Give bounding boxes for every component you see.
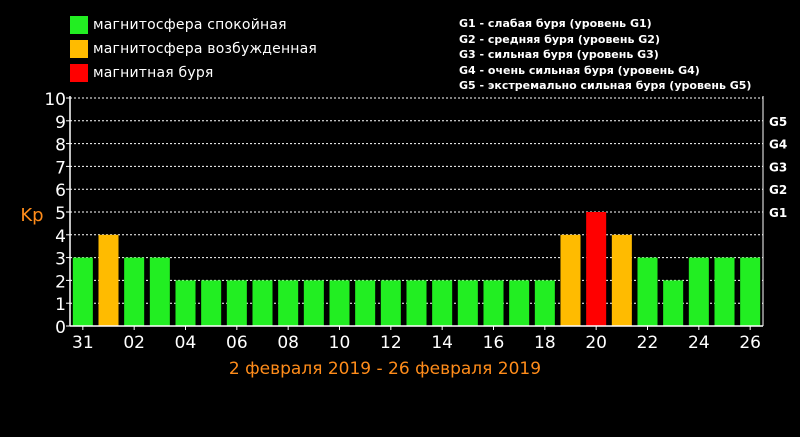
g-scale-legend: G1 - слабая буря (уровень G1) G2 - средн… (459, 16, 751, 94)
bar-11 (355, 280, 376, 326)
g-scale-tick-label: G5 (769, 115, 787, 129)
x-tick-labels: 31 02 04 06 08 10 12 14 16 18 20 22 24 26 (72, 326, 761, 353)
x-tick-label: 02 (123, 333, 145, 353)
g-scale-item-g1: G1 - слабая буря (уровень G1) (459, 17, 652, 30)
bar-03 (149, 257, 170, 326)
bar-26 (740, 257, 761, 326)
x-tick-label: 08 (277, 333, 299, 353)
bar-20 (586, 212, 607, 326)
y-tick-label: 7 (55, 158, 66, 178)
x-tick-label: 18 (534, 333, 556, 353)
y-tick-label: 9 (55, 113, 66, 133)
legend-swatch-disturbed (70, 40, 88, 58)
y-axis-label: Kp (20, 205, 43, 226)
bar-24 (688, 257, 709, 326)
g-scale-item-g4: G4 - очень сильная буря (уровень G4) (459, 63, 700, 77)
bar-06 (226, 280, 247, 326)
y-tick-label: 5 (55, 204, 66, 224)
x-tick-label: 16 (483, 333, 505, 353)
legend-item-quiet: магнитосфера спокойная (70, 13, 317, 37)
x-tick-label: 22 (637, 333, 659, 353)
g-scale-tick-label: G1 (769, 206, 787, 220)
g-scale-item-g2: G2 - средняя буря (уровень G2) (459, 32, 660, 46)
x-tick-label: 31 (72, 333, 94, 353)
bar-19 (560, 234, 581, 326)
x-tick-label: 04 (175, 333, 197, 353)
x-tick-label: 06 (226, 333, 248, 353)
y-tick-label: 8 (55, 136, 66, 156)
bar-22 (637, 257, 658, 326)
x-tick-label: 14 (431, 333, 453, 353)
legend-swatch-storm (70, 64, 88, 82)
bars (72, 212, 761, 326)
legend-item-disturbed: магнитосфера возбужденная (70, 37, 317, 61)
x-tick-label: 26 (739, 333, 761, 353)
x-tick-label: 24 (688, 333, 710, 353)
bar-08 (278, 280, 299, 326)
y-tick-label: 2 (55, 272, 66, 292)
bar-04 (175, 280, 196, 326)
bar-05 (201, 280, 222, 326)
legend-label-quiet: магнитосфера спокойная (93, 17, 287, 33)
x-tick-label: 12 (380, 333, 402, 353)
bar-21 (611, 234, 632, 326)
bar-01 (98, 234, 119, 326)
bar-09 (303, 280, 324, 326)
bar-10 (329, 280, 350, 326)
bar-31 (72, 257, 93, 326)
status-legend: магнитосфера спокойная магнитосфера возб… (70, 13, 317, 85)
y-tick-label: 1 (55, 295, 66, 315)
bar-14 (432, 280, 453, 326)
bar-13 (406, 280, 427, 326)
bar-02 (124, 257, 145, 326)
y-tick-label: 4 (55, 227, 66, 247)
x-tick-label: 20 (585, 333, 607, 353)
legend-label-disturbed: магнитосфера возбужденная (93, 41, 318, 57)
legend-label-storm: магнитная буря (93, 65, 214, 81)
bar-18 (534, 280, 555, 326)
g-scale-tick-label: G4 (769, 138, 787, 152)
g-scale-tick-label: G3 (769, 160, 787, 174)
y-tick-label: 10 (44, 90, 66, 110)
bar-23 (663, 280, 684, 326)
g-scale-item-g3: G3 - сильная буря (уровень G3) (459, 48, 659, 61)
x-axis-label: 2 февраля 2019 - 26 февраля 2019 (229, 359, 541, 379)
y-tick-label: 6 (55, 181, 66, 201)
bar-12 (380, 280, 401, 326)
legend-swatch-quiet (70, 16, 88, 34)
g-scale-item-g5: G5 - экстремально сильная буря (уровень … (459, 79, 752, 92)
g-scale-tick-label: G2 (769, 183, 787, 197)
x-tick-label: 10 (329, 333, 351, 353)
bar-16 (483, 280, 504, 326)
bar-17 (509, 280, 530, 326)
bar-25 (714, 257, 735, 326)
grid-lines (70, 97, 763, 304)
y-tick-label: 3 (55, 250, 66, 270)
legend-item-storm: магнитная буря (70, 61, 317, 85)
y-tick-label: 0 (55, 318, 66, 338)
bar-15 (457, 280, 478, 326)
bar-07 (252, 280, 273, 326)
g-scale-tick-labels: G1 G2 G3 G4 G5 (769, 115, 787, 220)
